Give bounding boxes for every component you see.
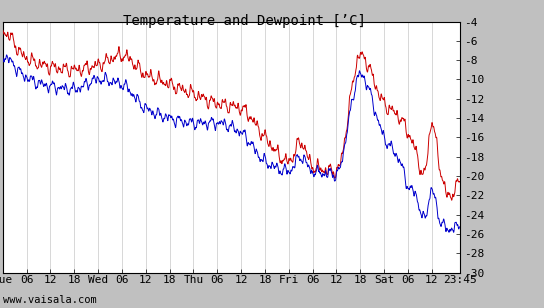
Text: Temperature and Dewpoint [’C]: Temperature and Dewpoint [’C] [123, 14, 366, 28]
Text: www.vaisala.com: www.vaisala.com [3, 295, 96, 305]
